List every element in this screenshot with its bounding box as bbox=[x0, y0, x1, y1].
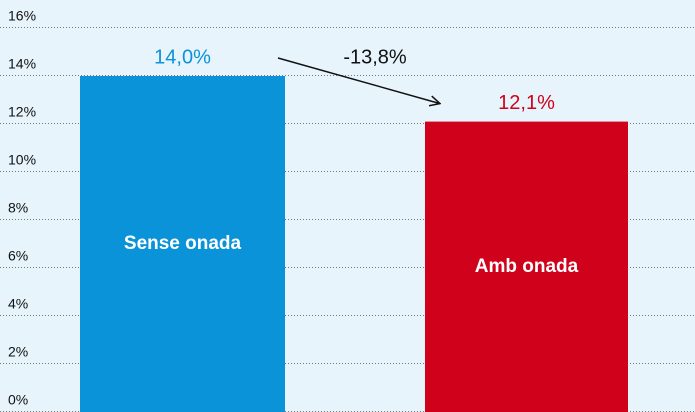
y-tick-label: 4% bbox=[8, 296, 28, 312]
value-label: 12,1% bbox=[498, 92, 555, 114]
y-tick-label: 0% bbox=[8, 392, 28, 408]
category-label: Amb onada bbox=[475, 256, 579, 277]
category-label: Sense onada bbox=[124, 233, 242, 254]
y-tick-label: 12% bbox=[8, 104, 36, 120]
y-tick-label: 14% bbox=[8, 56, 36, 72]
y-tick-label: 8% bbox=[8, 200, 28, 216]
y-tick-label: 6% bbox=[8, 248, 28, 264]
y-tick-label: 16% bbox=[8, 8, 36, 24]
value-label: 14,0% bbox=[154, 46, 211, 68]
y-tick-label: 10% bbox=[8, 152, 36, 168]
bar bbox=[80, 76, 285, 412]
arrow bbox=[277, 57, 440, 104]
bar bbox=[425, 121, 628, 412]
annotation: -13,8% bbox=[343, 46, 407, 68]
y-tick-label: 2% bbox=[8, 344, 28, 360]
